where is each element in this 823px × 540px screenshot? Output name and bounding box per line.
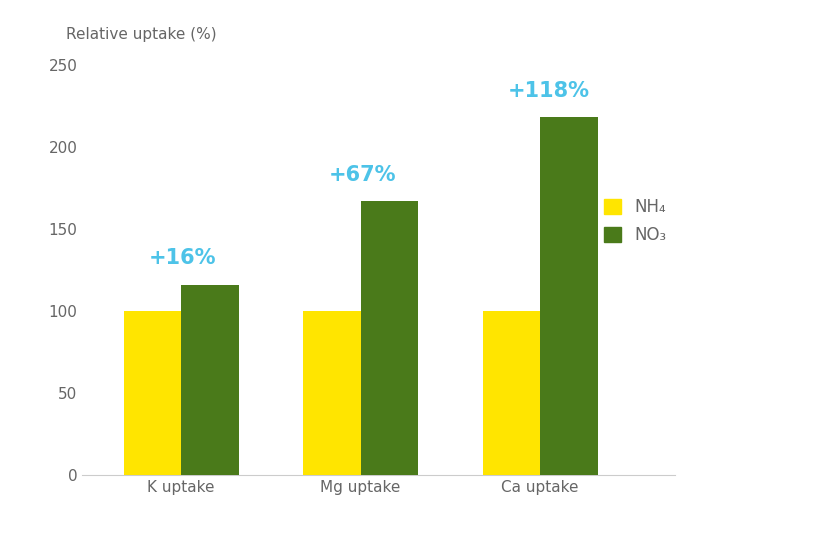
Text: +118%: +118% [508,81,590,101]
Bar [303,311,360,475]
Legend: NH₄, NO₃: NH₄, NO₃ [604,198,667,244]
Text: Relative uptake (%): Relative uptake (%) [66,27,216,42]
Bar [483,311,540,475]
Text: +67%: +67% [328,165,396,185]
Bar [123,311,181,475]
Bar [181,285,239,475]
Text: +16%: +16% [149,248,216,268]
Bar [540,117,597,475]
Bar [360,201,418,475]
